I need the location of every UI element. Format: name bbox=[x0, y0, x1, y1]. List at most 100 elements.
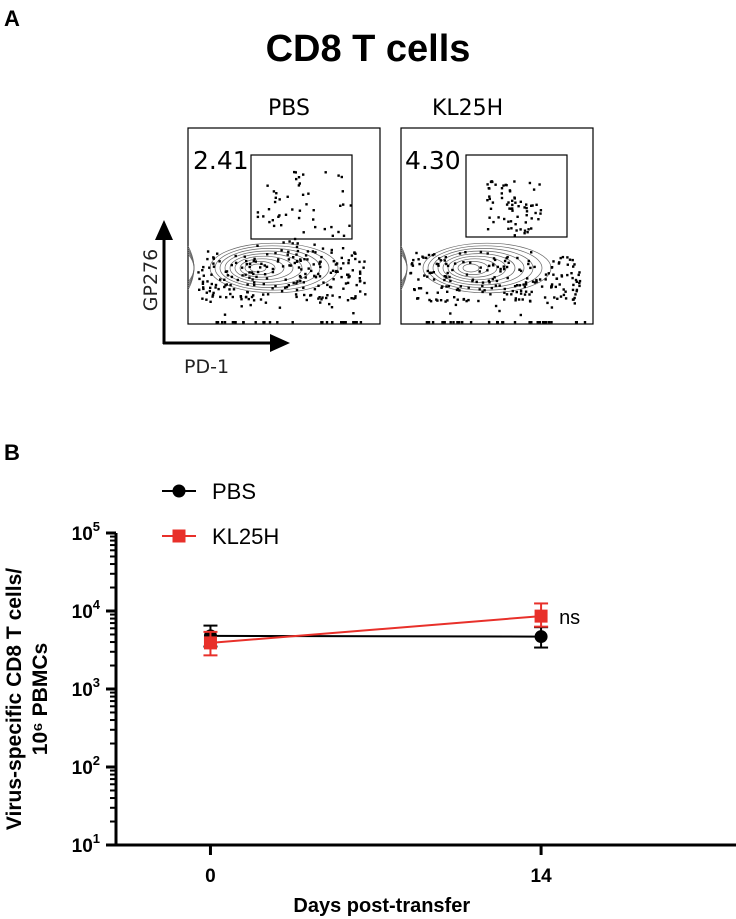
event-dot bbox=[341, 247, 345, 250]
event-dot bbox=[456, 287, 460, 291]
event-dot bbox=[499, 267, 502, 271]
event-dot bbox=[351, 269, 354, 272]
event-dot bbox=[566, 263, 569, 266]
event-dot bbox=[578, 284, 581, 288]
event-dot bbox=[578, 271, 581, 274]
event-dot bbox=[530, 204, 533, 207]
event-dot bbox=[513, 197, 516, 200]
event-dot bbox=[548, 321, 551, 324]
event-dot bbox=[514, 223, 517, 226]
event-dot bbox=[506, 276, 509, 280]
event-dot bbox=[440, 286, 443, 289]
event-dot bbox=[524, 281, 528, 284]
event-dot bbox=[286, 195, 289, 198]
event-dot bbox=[461, 321, 464, 324]
event-dot bbox=[492, 220, 495, 224]
data-point-kl25h bbox=[203, 636, 217, 650]
event-dot bbox=[228, 288, 231, 291]
event-dot bbox=[285, 285, 289, 289]
event-dot bbox=[531, 280, 535, 283]
event-dot bbox=[475, 280, 478, 284]
event-dot bbox=[278, 198, 281, 201]
event-dot bbox=[488, 281, 491, 284]
event-dot bbox=[306, 258, 309, 261]
event-dot bbox=[246, 283, 249, 286]
event-dot bbox=[503, 287, 506, 291]
contour-edge bbox=[400, 247, 408, 289]
event-dot bbox=[558, 261, 561, 264]
event-dot bbox=[417, 278, 420, 281]
event-dot bbox=[347, 259, 350, 262]
event-dot bbox=[239, 295, 242, 298]
event-dot bbox=[273, 200, 277, 204]
event-dot bbox=[354, 296, 357, 300]
event-dot bbox=[430, 271, 433, 274]
event-dot bbox=[436, 262, 440, 266]
event-dot bbox=[313, 243, 316, 246]
event-dot bbox=[295, 295, 298, 299]
event-dot bbox=[328, 285, 332, 289]
event-dot bbox=[479, 266, 482, 269]
event-dot bbox=[318, 262, 321, 266]
event-dot bbox=[506, 255, 509, 259]
event-dot bbox=[212, 256, 215, 259]
event-dot bbox=[268, 321, 272, 324]
event-dot bbox=[458, 321, 461, 324]
event-dot bbox=[443, 321, 446, 324]
event-dot bbox=[566, 273, 569, 277]
event-dot bbox=[212, 262, 215, 265]
event-dot bbox=[546, 301, 549, 305]
event-dot bbox=[353, 321, 356, 324]
event-dot bbox=[266, 293, 270, 296]
contour-ring bbox=[462, 263, 480, 273]
event-dot bbox=[417, 258, 420, 261]
event-dot bbox=[344, 282, 348, 285]
gate-box-pbs bbox=[250, 154, 353, 240]
event-dot bbox=[326, 283, 329, 287]
event-dot bbox=[481, 290, 484, 294]
event-dot bbox=[488, 197, 491, 201]
event-dot bbox=[309, 293, 313, 297]
event-dot bbox=[240, 298, 243, 301]
event-dot bbox=[340, 256, 343, 260]
event-dot bbox=[519, 289, 523, 292]
event-dot bbox=[256, 244, 259, 247]
event-dot bbox=[526, 231, 529, 234]
event-dot bbox=[342, 262, 345, 265]
event-dot bbox=[543, 296, 547, 299]
event-dot bbox=[284, 278, 287, 281]
event-dot bbox=[233, 321, 237, 324]
event-dot bbox=[497, 216, 500, 219]
y-tick-label: 101 bbox=[72, 831, 100, 857]
event-dot bbox=[297, 184, 301, 187]
event-dot bbox=[340, 321, 343, 324]
event-dot bbox=[198, 288, 201, 291]
event-dot bbox=[505, 293, 509, 296]
event-dot bbox=[573, 263, 576, 266]
event-dot bbox=[558, 283, 561, 286]
event-dot bbox=[314, 225, 317, 229]
event-dot bbox=[202, 287, 205, 291]
event-dot bbox=[540, 285, 544, 288]
event-dot bbox=[256, 211, 260, 214]
event-dot bbox=[422, 256, 425, 259]
event-dot bbox=[514, 299, 517, 302]
event-dot bbox=[524, 283, 528, 286]
event-dot bbox=[515, 290, 518, 294]
event-dot bbox=[225, 283, 228, 286]
event-dot bbox=[298, 209, 302, 212]
event-dot bbox=[299, 259, 302, 262]
event-dot bbox=[451, 268, 454, 272]
event-dot bbox=[478, 270, 481, 273]
event-dot bbox=[307, 192, 310, 195]
event-dot bbox=[502, 267, 506, 271]
event-dot bbox=[299, 276, 302, 279]
event-dot bbox=[552, 273, 555, 276]
facs-frame-kl25h bbox=[400, 127, 594, 325]
event-dot bbox=[364, 293, 367, 296]
event-dot bbox=[507, 220, 510, 223]
event-dot bbox=[337, 230, 340, 234]
event-dot bbox=[528, 321, 531, 324]
event-dot bbox=[256, 215, 260, 219]
event-dot bbox=[527, 262, 530, 266]
